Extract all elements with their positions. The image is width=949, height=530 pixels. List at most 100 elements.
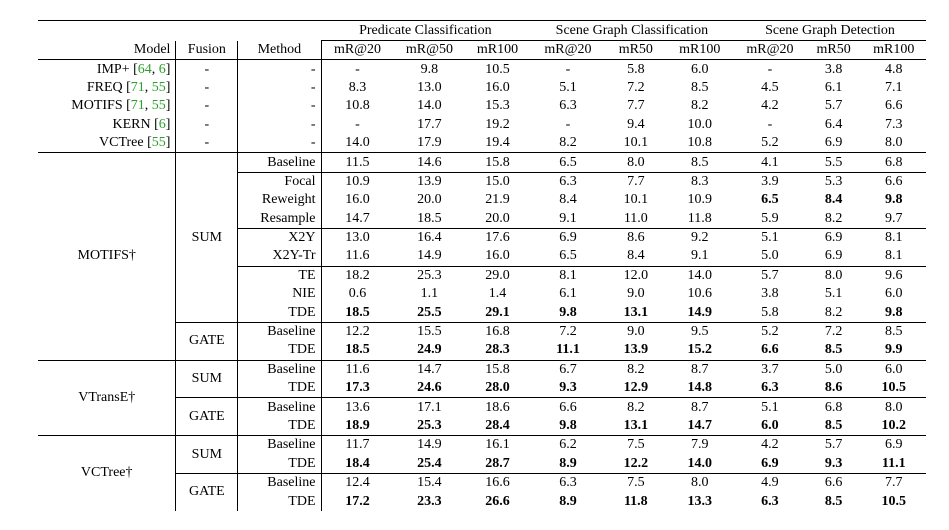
- table-row: MOTIFS [71, 55] - -10.8 14.0 15.3 6.3 7.7 8.2 4.…: [38, 97, 926, 116]
- value-cell: 5.1: [559, 79, 577, 95]
- value-cell: 8.5: [824, 342, 843, 358]
- value-cell: 7.1: [884, 79, 903, 95]
- value-cell: 0.6: [348, 286, 367, 302]
- value-cell: 7.5: [606, 472, 666, 493]
- value-cell: 7.2: [529, 321, 607, 342]
- value-cell: 28.7: [485, 455, 510, 471]
- value-cell: 14.0: [417, 98, 442, 114]
- value-cell: 9.6: [861, 265, 926, 286]
- value-cell: 28.3: [485, 342, 510, 358]
- model-cell: MOTIFS†: [38, 152, 177, 361]
- value-cell: 9.8: [884, 192, 903, 208]
- value-cell: 18.4: [345, 455, 370, 471]
- method-cell: TE: [237, 265, 322, 286]
- value-cell: 8.9: [559, 493, 577, 509]
- fusion-cell: -: [175, 59, 239, 79]
- method-cell: Baseline: [237, 321, 322, 342]
- table-row: NIE 0.6 1.1 1.4 6.1 9.0 10.6 3.8 5.1 6.0: [38, 285, 926, 304]
- group-header: Scene Graph Classification: [529, 20, 734, 41]
- value-cell: 6.9: [529, 227, 607, 248]
- value-cell: 8.1: [529, 265, 607, 286]
- value-cell: 17.7: [417, 116, 442, 132]
- method-cell: Reweight: [237, 191, 322, 210]
- value-cell: 7.7: [861, 472, 926, 493]
- value-cell: 13.9: [623, 342, 649, 358]
- value-cell: 15.3: [485, 98, 510, 114]
- value-cell: 9.9: [884, 342, 903, 358]
- value-cell: 10.5: [881, 493, 906, 509]
- value-cell: -: [565, 116, 571, 132]
- model-cell: MOTIFS [71, 55]: [38, 97, 177, 116]
- value-cell: 11.1: [881, 455, 906, 471]
- value-cell: 8.3: [348, 79, 367, 95]
- value-cell: 8.9: [559, 455, 577, 471]
- column-header: mR@20: [529, 40, 607, 61]
- value-cell: 13.0: [321, 227, 394, 248]
- column-header: mR@50: [393, 40, 466, 61]
- value-cell: 6.7: [529, 359, 607, 380]
- value-cell: 9.7: [884, 210, 903, 226]
- method-cell: Baseline: [237, 359, 322, 380]
- value-cell: 24.6: [417, 380, 442, 396]
- value-cell: -: [355, 61, 360, 77]
- value-cell: 8.2: [606, 359, 666, 380]
- method-cell: Baseline: [237, 472, 322, 493]
- table-row: VCTree [55] - -14.0 17.9 19.4 8.2 10.1 10.8 5.2 6…: [38, 133, 926, 153]
- table-row: MOTIFS† SUM Baseline 11.5 14.6 15.8 6.5 8.0 8.5 4…: [38, 152, 926, 361]
- table-row: TDE 18.5 24.9 28.3 11.1 13.9 15.2 6.6 8.5 9.9: [38, 341, 926, 361]
- value-cell: 17.9: [417, 135, 442, 151]
- value-cell: 14.9: [393, 435, 466, 455]
- value-cell: 6.9: [805, 227, 862, 248]
- value-cell: 16.6: [465, 472, 530, 493]
- value-cell: 14.7: [345, 210, 370, 226]
- value-cell: 18.5: [345, 342, 370, 358]
- value-cell: 24.9: [417, 342, 442, 358]
- value-cell: 10.1: [623, 192, 649, 208]
- value-cell: 18.6: [465, 397, 530, 417]
- column-header: Fusion: [175, 40, 239, 61]
- value-cell: 6.2: [529, 435, 607, 455]
- value-cell: 16.0: [345, 192, 370, 208]
- value-cell: 6.6: [805, 472, 862, 493]
- method-cell: -: [237, 78, 322, 98]
- fusion-cell: -: [175, 78, 239, 98]
- model-cell: VTransE†: [38, 359, 177, 436]
- column-header: Model: [38, 40, 177, 61]
- value-cell: 4.9: [734, 472, 806, 493]
- column-header: mR50: [606, 40, 666, 61]
- value-cell: 3.8: [761, 286, 779, 302]
- value-cell: 8.0: [861, 397, 926, 417]
- table-row: Resample 14.7 18.5 20.0 9.1 11.0 11.8 5.9 8.2 9.7: [38, 209, 926, 229]
- value-cell: 25.3: [393, 265, 466, 286]
- value-cell: 17.1: [393, 397, 466, 417]
- table-row: TDE 18.4 25.4 28.7 8.9 12.2 14.0 6.9 9.3 11.1: [38, 454, 926, 474]
- fusion-cell: SUM: [175, 359, 239, 398]
- value-cell: 18.9: [345, 418, 370, 433]
- value-cell: 9.1: [559, 210, 577, 226]
- model-cell: FREQ [71, 55]: [38, 78, 177, 98]
- method-cell: TDE: [237, 303, 322, 323]
- value-cell: 11.8: [623, 493, 648, 509]
- value-cell: 6.6: [884, 98, 903, 114]
- value-cell: 4.2: [761, 98, 779, 114]
- value-cell: 8.0: [884, 135, 903, 151]
- value-cell: 14.6: [393, 152, 466, 173]
- value-cell: 6.5: [559, 248, 577, 264]
- method-cell: -: [237, 97, 322, 116]
- value-cell: 8.5: [690, 79, 709, 95]
- blank: [38, 21, 176, 41]
- value-cell: 8.4: [627, 248, 645, 264]
- value-cell: 7.2: [805, 321, 862, 342]
- table-row: VTransE† SUM Baseline 11.6 14.7 15.8 6.7 8.2 8.7…: [38, 359, 926, 436]
- value-cell: 7.2: [627, 79, 645, 95]
- table-row: TDE 18.9 25.3 28.4 9.8 13.1 14.7 6.0 8.5 10.2: [38, 416, 926, 436]
- model-cell: IMP+ [64, 6]: [38, 59, 177, 79]
- value-cell: 6.1: [824, 79, 843, 95]
- value-cell: 8.4: [559, 192, 577, 208]
- value-cell: 9.3: [559, 380, 577, 396]
- value-cell: 16.1: [465, 435, 530, 455]
- value-cell: 11.8: [687, 210, 712, 226]
- model-cell: VCTree [55]: [38, 133, 177, 153]
- table-row: IMP+ [64, 6] - - -9.8 10.5-5.8 6.0-3.8 4.8: [38, 59, 926, 79]
- value-cell: 6.0: [761, 418, 779, 433]
